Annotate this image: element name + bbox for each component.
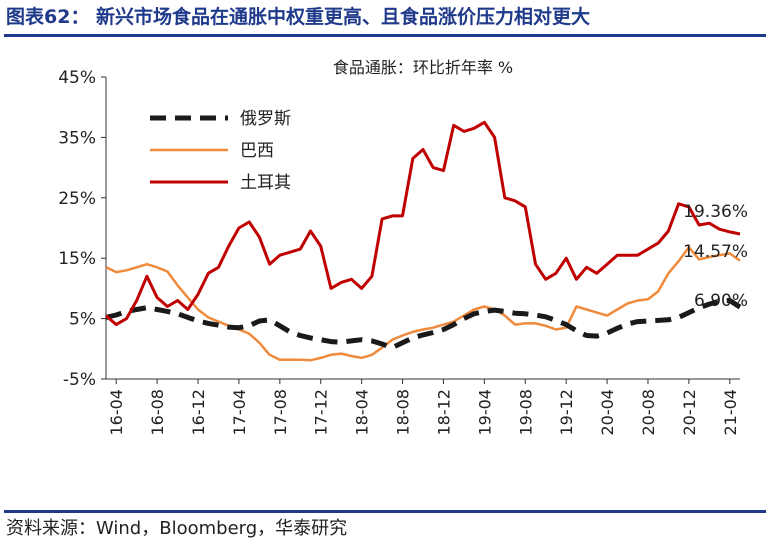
series-line-turkey [105,120,741,327]
series-line-brazil [105,246,741,362]
x-tick-label: 16-12 [189,389,208,436]
legend-label-turkey: 土耳其 [240,173,291,193]
x-tick-label: 19-08 [516,389,535,436]
x-tick-label: 20-04 [598,389,617,436]
data-label-turkey: 19.36% [683,202,748,222]
x-tick-label: 19-04 [475,389,494,436]
legend-label-russia: 俄罗斯 [240,109,291,129]
y-tick-label: 15% [58,249,96,269]
x-tick-label: 17-08 [271,389,290,436]
chart-title: 食品通胀：环比折年率 % [333,58,513,77]
y-tick-label: 45% [58,68,96,88]
chart-axes: 45% 35% 25% 15% 5% -5% 16-04 16-08 16-12 17-04 17-… [58,68,740,436]
y-tick-label: 35% [58,128,96,148]
x-tick-label: 17-12 [312,389,331,436]
data-label-russia: 6.90% [694,291,748,311]
chart-labels: 食品通胀：环比折年率 % 19.36% 14.57% 6.90% [333,58,748,311]
chart-series [105,120,742,362]
title-rule [4,34,766,37]
source-rule [4,510,766,513]
series-line-russia [105,298,742,351]
x-tick-label: 17-04 [230,389,249,436]
x-tick-label: 16-08 [148,389,167,436]
x-tick-label: 18-12 [434,389,453,436]
x-tick-label: 20-12 [680,389,699,436]
x-tick-label: 18-04 [353,389,372,436]
y-tick-label: -5% [63,370,96,390]
y-tick-label: 5% [69,310,96,330]
x-tick-label: 19-12 [557,389,576,436]
legend-label-brazil: 巴西 [240,141,274,161]
x-tick-label: 16-04 [107,389,126,436]
x-tick-label: 20-08 [639,389,658,436]
source-note: 资料来源：Wind，Bloomberg，华泰研究 [6,518,348,539]
data-label-brazil: 14.57% [683,242,748,262]
figure-title: 图表62： 新兴市场食品在通胀中权重更高、且食品涨价压力相对更大 [6,6,591,28]
y-tick-label: 25% [58,189,96,209]
x-tick-label: 21-04 [721,389,740,436]
x-tick-label: 18-08 [394,389,413,436]
line-chart: 45% 35% 25% 15% 5% -5% 16-04 16-08 16-12 17-04 17-… [58,58,748,436]
